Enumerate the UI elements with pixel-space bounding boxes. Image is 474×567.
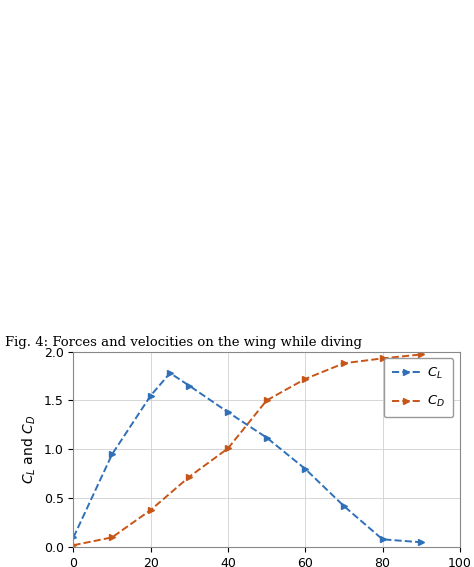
$C_D$ bbox=[148, 506, 154, 513]
$C_L$ bbox=[71, 534, 76, 541]
$C_D$ bbox=[186, 473, 192, 480]
$C_D$ bbox=[302, 375, 308, 382]
Legend: $C_L$, $C_D$: $C_L$, $C_D$ bbox=[384, 358, 453, 417]
$C_L$ bbox=[341, 503, 346, 510]
$C_D$ bbox=[418, 351, 424, 358]
$C_L$ bbox=[302, 466, 308, 472]
Text: Fig. 4: Forces and velocities on the wing while diving: Fig. 4: Forces and velocities on the win… bbox=[5, 336, 362, 349]
$C_D$ bbox=[380, 355, 385, 362]
$C_L$ bbox=[380, 536, 385, 543]
$C_D$ bbox=[225, 445, 231, 452]
$C_L$ bbox=[186, 382, 192, 389]
$C_D$ bbox=[71, 542, 76, 549]
$C_L$ bbox=[148, 392, 154, 399]
$C_L$ bbox=[418, 539, 424, 545]
$C_D$ bbox=[264, 397, 269, 404]
Line: $C_L$: $C_L$ bbox=[70, 370, 424, 545]
$C_L$ bbox=[167, 370, 173, 376]
$C_L$ bbox=[264, 434, 269, 441]
Y-axis label: $C_L$ and $C_D$: $C_L$ and $C_D$ bbox=[21, 415, 38, 484]
$C_D$ bbox=[341, 360, 346, 367]
$C_L$ bbox=[225, 409, 231, 416]
$C_L$ bbox=[109, 451, 115, 458]
$C_D$ bbox=[109, 534, 115, 541]
Line: $C_D$: $C_D$ bbox=[70, 352, 424, 548]
